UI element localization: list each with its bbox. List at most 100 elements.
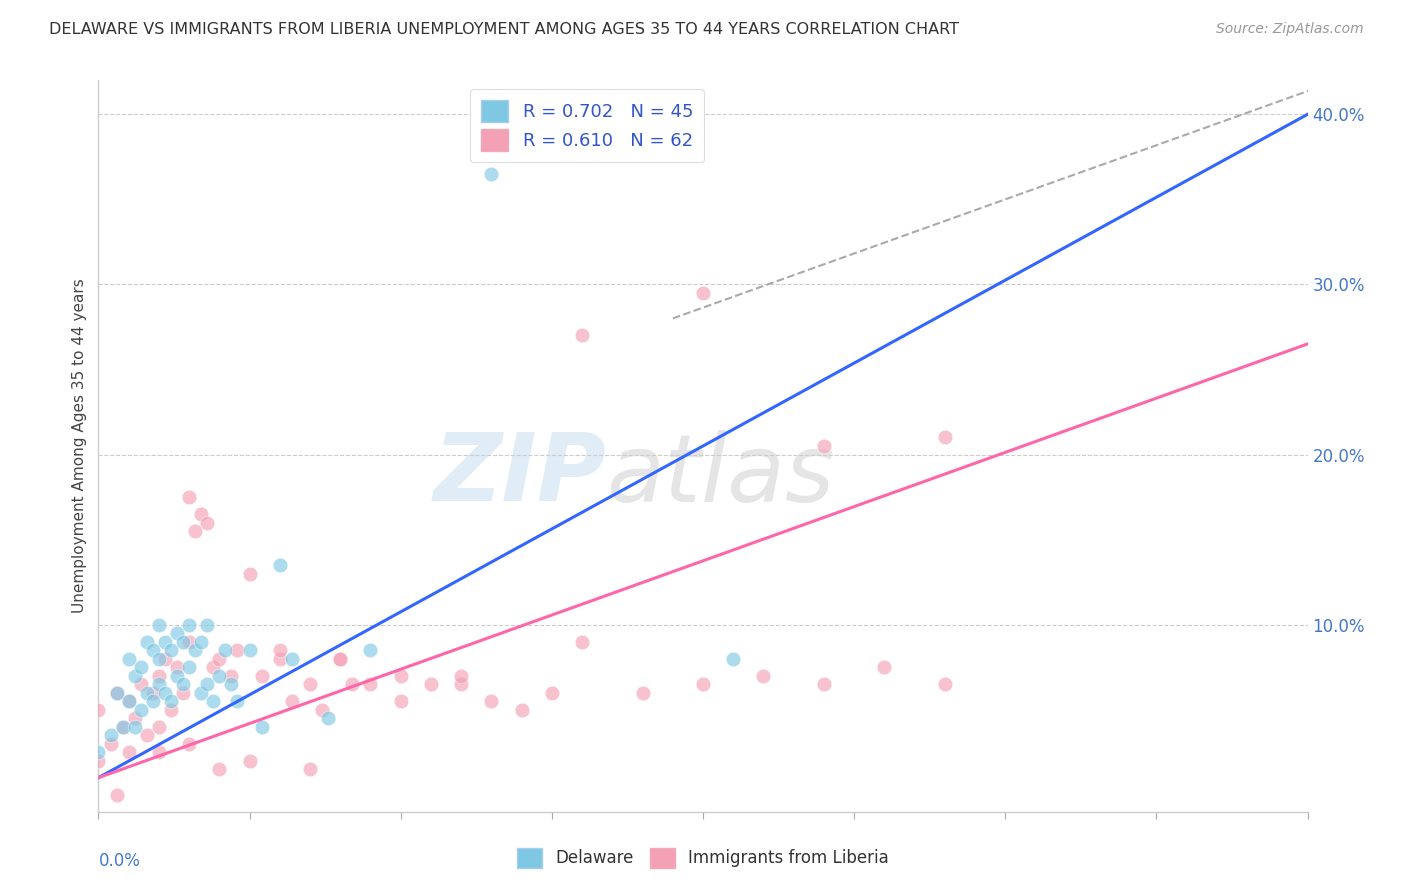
Point (692, 285, 714, 300)
Point (208, 762, 231, 776)
Point (214, 643, 236, 657)
Point (208, 668, 231, 682)
Point (420, 677, 443, 691)
Point (111, 720, 134, 734)
Point (329, 651, 352, 665)
Point (316, 711, 339, 725)
Text: Source: ZipAtlas.com: Source: ZipAtlas.com (1216, 22, 1364, 37)
Text: ZIP: ZIP (433, 429, 606, 521)
Point (135, 634, 157, 648)
Point (129, 677, 152, 691)
Point (195, 677, 218, 691)
Point (87, 703, 110, 717)
Point (934, 430, 956, 444)
Point (360, 677, 382, 691)
Point (179, 490, 201, 504)
Point (208, 651, 231, 665)
Point (166, 668, 188, 682)
Point (135, 728, 157, 742)
Point (389, 694, 412, 708)
Point (124, 668, 146, 682)
Point (389, 668, 412, 682)
Point (153, 634, 176, 648)
Point (190, 686, 212, 700)
Point (299, 762, 322, 776)
Point (179, 617, 201, 632)
Point (540, 686, 562, 700)
Point (723, 651, 745, 665)
Point (172, 677, 194, 691)
Point (87, 754, 110, 768)
Point (239, 643, 262, 657)
Point (148, 668, 170, 682)
Legend: R = 0.702   N = 45, R = 0.610   N = 62: R = 0.702 N = 45, R = 0.610 N = 62 (470, 89, 704, 162)
Point (481, 167, 503, 181)
Point (172, 686, 194, 700)
Point (87, 745, 110, 759)
Point (129, 703, 152, 717)
Point (450, 668, 472, 682)
Point (571, 328, 593, 343)
Point (148, 617, 170, 632)
Point (195, 617, 218, 632)
Point (166, 626, 188, 640)
Point (184, 643, 207, 657)
Point (105, 686, 128, 700)
Point (281, 651, 304, 665)
Point (873, 660, 896, 674)
Point (100, 737, 122, 751)
Point (269, 558, 291, 572)
Point (226, 694, 249, 708)
Point (250, 720, 273, 734)
Point (342, 677, 364, 691)
Point (124, 711, 146, 725)
Point (142, 643, 165, 657)
Point (148, 720, 170, 734)
Point (100, 728, 122, 742)
Point (172, 634, 194, 648)
Point (195, 516, 218, 530)
Point (142, 686, 165, 700)
Point (631, 686, 654, 700)
Point (148, 651, 170, 665)
Point (135, 686, 157, 700)
Point (142, 694, 165, 708)
Point (118, 694, 141, 708)
Point (250, 668, 273, 682)
Point (481, 694, 503, 708)
Text: atlas: atlas (606, 430, 835, 521)
Point (202, 660, 225, 674)
Point (450, 677, 472, 691)
Legend: Delaware, Immigrants from Liberia: Delaware, Immigrants from Liberia (510, 841, 896, 875)
Text: 0.0%: 0.0% (98, 852, 141, 870)
Point (281, 694, 304, 708)
Point (571, 634, 593, 648)
Point (153, 651, 176, 665)
Point (179, 660, 201, 674)
Point (221, 677, 243, 691)
Point (813, 677, 835, 691)
Point (129, 660, 152, 674)
Point (226, 643, 249, 657)
Point (752, 668, 775, 682)
Point (239, 566, 262, 581)
Point (934, 677, 956, 691)
Point (160, 703, 183, 717)
Point (148, 677, 170, 691)
Point (239, 754, 262, 768)
Point (105, 686, 128, 700)
Point (160, 643, 183, 657)
Point (360, 643, 382, 657)
Point (184, 524, 207, 538)
Point (692, 677, 714, 691)
Point (118, 651, 141, 665)
Point (148, 745, 170, 759)
Point (202, 694, 225, 708)
Point (329, 651, 352, 665)
Text: DELAWARE VS IMMIGRANTS FROM LIBERIA UNEMPLOYMENT AMONG AGES 35 TO 44 YEARS CORRE: DELAWARE VS IMMIGRANTS FROM LIBERIA UNEM… (49, 22, 959, 37)
Point (179, 737, 201, 751)
Point (190, 634, 212, 648)
Point (118, 745, 141, 759)
Point (269, 643, 291, 657)
Point (153, 686, 176, 700)
